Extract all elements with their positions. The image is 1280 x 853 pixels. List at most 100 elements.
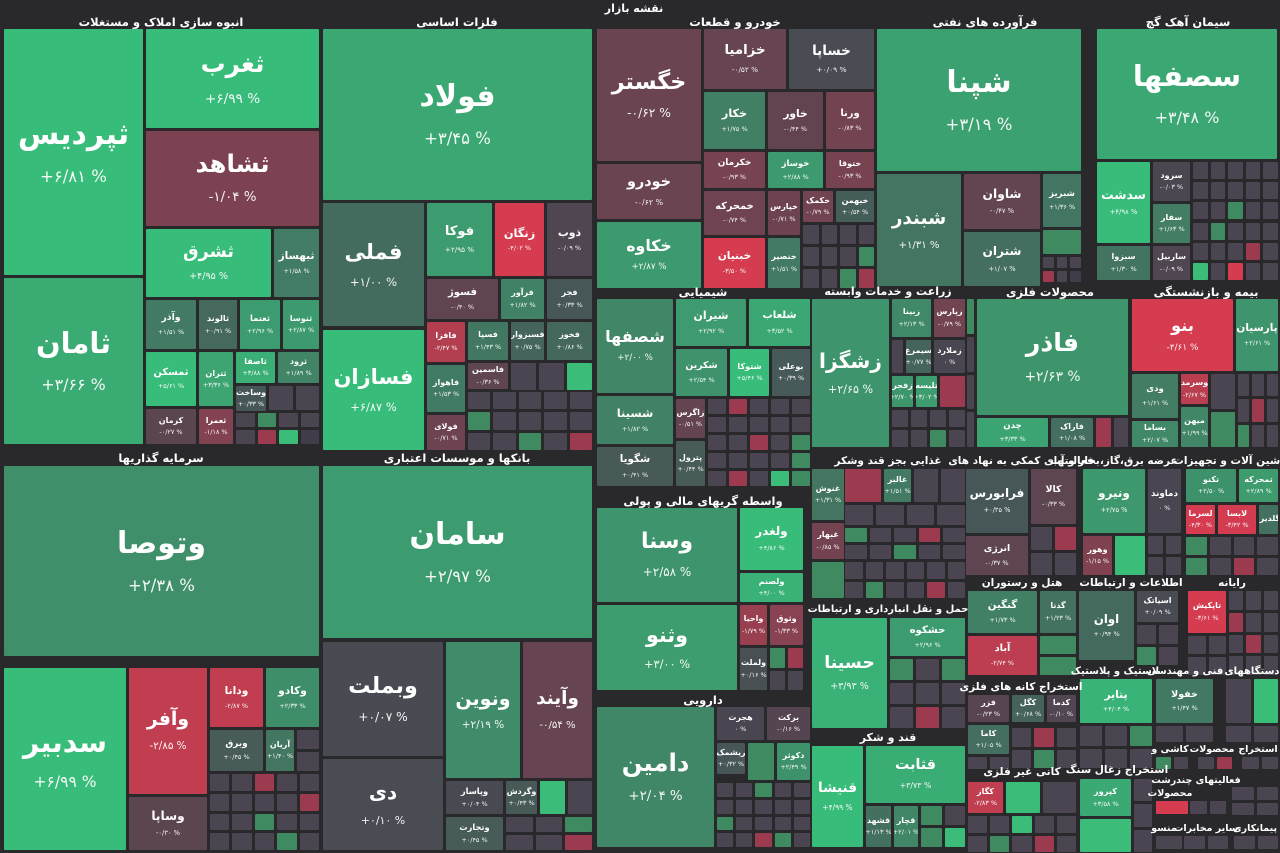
- stock-tile-small[interactable]: [1156, 757, 1171, 769]
- stock-tile-small[interactable]: [1156, 836, 1182, 849]
- stock-tile-small[interactable]: [858, 225, 874, 244]
- stock-tile-small[interactable]: [468, 432, 491, 450]
- stock-tile-small[interactable]: [845, 469, 881, 502]
- stock-tile-small[interactable]: [949, 410, 965, 427]
- stock-tile[interactable]: چدن +۳/۳۳ %: [977, 418, 1048, 447]
- stock-tile-small[interactable]: [708, 453, 726, 468]
- stock-tile-small[interactable]: [894, 528, 916, 542]
- stock-tile-small[interactable]: [1256, 802, 1278, 815]
- stock-tile[interactable]: ساربیل -۰/۰۹ %: [1153, 246, 1190, 280]
- stock-tile[interactable]: فسپا +۱/۴۳ %: [468, 322, 508, 360]
- stock-tile-small[interactable]: [232, 833, 252, 850]
- stock-tile-small[interactable]: [717, 783, 734, 797]
- stock-tile-small[interactable]: [840, 247, 856, 266]
- stock-tile-small[interactable]: [916, 707, 939, 728]
- stock-tile-small[interactable]: [941, 469, 965, 502]
- stock-tile[interactable]: میهن +۱/۹۹ %: [1181, 407, 1208, 447]
- stock-tile[interactable]: وسرمد -۲/۶۷ %: [1181, 374, 1208, 404]
- stock-tile-small[interactable]: [947, 562, 965, 579]
- stock-tile[interactable]: سدبیر +۶/۹۹ %: [4, 668, 126, 850]
- stock-tile-small[interactable]: [968, 835, 988, 852]
- stock-tile-small[interactable]: [1080, 748, 1102, 768]
- stock-tile-small[interactable]: [990, 816, 1010, 833]
- stock-tile[interactable]: بنو -۴/۶۱ %: [1132, 299, 1233, 371]
- stock-tile[interactable]: پترول +۰/۴۴ %: [676, 441, 705, 486]
- stock-tile-small[interactable]: [717, 833, 734, 847]
- stock-tile[interactable]: وساخت +۰/۳۳ %: [236, 386, 266, 411]
- stock-tile-small[interactable]: [1228, 242, 1243, 260]
- stock-tile-small[interactable]: [1056, 257, 1068, 268]
- stock-tile-small[interactable]: [771, 417, 789, 432]
- stock-tile-small[interactable]: [869, 545, 892, 559]
- stock-tile-small[interactable]: [1209, 537, 1231, 555]
- stock-tile[interactable]: کالا -۰/۳۳ %: [1031, 469, 1076, 524]
- stock-tile-small[interactable]: [717, 799, 734, 814]
- stock-tile-small[interactable]: [914, 469, 938, 502]
- stock-tile-small[interactable]: [1263, 634, 1278, 654]
- stock-tile[interactable]: وثنو +۳/۰۰ %: [597, 605, 737, 690]
- stock-tile[interactable]: زاگرس -۰/۵۱ %: [676, 399, 705, 438]
- stock-tile-small[interactable]: [1208, 657, 1226, 675]
- stock-tile-small[interactable]: [990, 835, 1010, 852]
- stock-tile-small[interactable]: [1257, 836, 1278, 849]
- stock-tile-small[interactable]: [894, 545, 916, 559]
- stock-tile-small[interactable]: [990, 757, 1009, 769]
- stock-tile-small[interactable]: [493, 392, 516, 410]
- stock-tile-small[interactable]: [1198, 757, 1214, 769]
- stock-tile[interactable]: وبرق +۰/۴۵ %: [210, 730, 263, 771]
- stock-tile-small[interactable]: [840, 225, 856, 244]
- stock-tile[interactable]: ودانا -۲/۸۷ %: [210, 668, 263, 727]
- stock-tile[interactable]: ثنوسا +۲/۸۷ %: [283, 300, 319, 349]
- stock-tile[interactable]: کاما +۱/۰۵ %: [968, 725, 1009, 754]
- stock-tile-small[interactable]: [875, 505, 904, 525]
- stock-tile-small[interactable]: [892, 430, 908, 447]
- stock-tile-small[interactable]: [257, 413, 276, 427]
- stock-tile-small[interactable]: [821, 225, 837, 244]
- stock-tile-small[interactable]: [788, 648, 803, 668]
- stock-tile-small[interactable]: [1263, 656, 1278, 675]
- stock-tile-small[interactable]: [1156, 801, 1188, 814]
- stock-tile[interactable]: خساپا +۰/۰۹ %: [789, 29, 874, 89]
- stock-tile-small[interactable]: [1246, 591, 1261, 610]
- stock-tile-small[interactable]: [1252, 399, 1264, 422]
- stock-tile-small[interactable]: [968, 816, 988, 833]
- stock-tile-small[interactable]: [845, 562, 863, 579]
- stock-tile-small[interactable]: [886, 562, 904, 579]
- stock-tile-small[interactable]: [297, 752, 319, 771]
- stock-tile[interactable]: برکت -۰/۱۶ %: [767, 707, 810, 740]
- stock-tile-small[interactable]: [911, 410, 927, 427]
- stock-tile-small[interactable]: [232, 813, 252, 831]
- stock-tile-small[interactable]: [942, 683, 965, 704]
- stock-tile-small[interactable]: [544, 392, 567, 410]
- stock-tile-small[interactable]: [1173, 757, 1188, 769]
- stock-tile-small[interactable]: [821, 247, 837, 266]
- stock-tile[interactable]: حشکوه +۲/۹۶ %: [890, 618, 965, 656]
- stock-tile[interactable]: ونیرو +۲/۷۵ %: [1083, 469, 1145, 533]
- stock-tile-small[interactable]: [506, 835, 533, 850]
- stock-tile[interactable]: کرمان -۰/۲۷ %: [146, 409, 196, 444]
- stock-tile-small[interactable]: [708, 399, 726, 414]
- stock-tile[interactable]: فافزا -۲/۴۷ %: [427, 322, 465, 362]
- stock-tile[interactable]: وآفر -۲/۸۵ %: [129, 668, 207, 794]
- stock-tile[interactable]: سیمرغ +۰/۷۷ %: [906, 340, 931, 373]
- stock-tile-small[interactable]: [1105, 748, 1127, 768]
- stock-tile-small[interactable]: [906, 581, 924, 598]
- stock-tile[interactable]: ونوین +۲/۱۹ %: [446, 642, 520, 778]
- stock-tile-small[interactable]: [774, 816, 791, 831]
- stock-tile-small[interactable]: [1156, 726, 1183, 742]
- stock-tile-small[interactable]: [812, 562, 844, 598]
- stock-tile[interactable]: سدشت +۴/۹۸ %: [1097, 162, 1150, 243]
- stock-tile-small[interactable]: [911, 430, 927, 447]
- stock-tile[interactable]: تاپکیش -۳/۶۱ %: [1188, 591, 1226, 633]
- stock-tile-small[interactable]: [1080, 726, 1102, 746]
- stock-tile[interactable]: وثوق -۱/۳۳ %: [770, 605, 803, 645]
- stock-tile[interactable]: شلعاب +۳/۵۲ %: [749, 299, 810, 346]
- stock-tile[interactable]: لسرما -۴/۳۰ %: [1186, 505, 1215, 534]
- stock-tile[interactable]: دامین +۲/۰۴ %: [597, 707, 714, 847]
- stock-tile-small[interactable]: [299, 793, 319, 811]
- stock-tile[interactable]: فخوز +۰/۸۶ %: [547, 322, 592, 360]
- stock-tile[interactable]: سرود -۰/۰۳ %: [1153, 162, 1190, 201]
- stock-tile-small[interactable]: [845, 581, 863, 598]
- stock-tile-small[interactable]: [1228, 262, 1243, 280]
- stock-tile-small[interactable]: [1096, 418, 1111, 447]
